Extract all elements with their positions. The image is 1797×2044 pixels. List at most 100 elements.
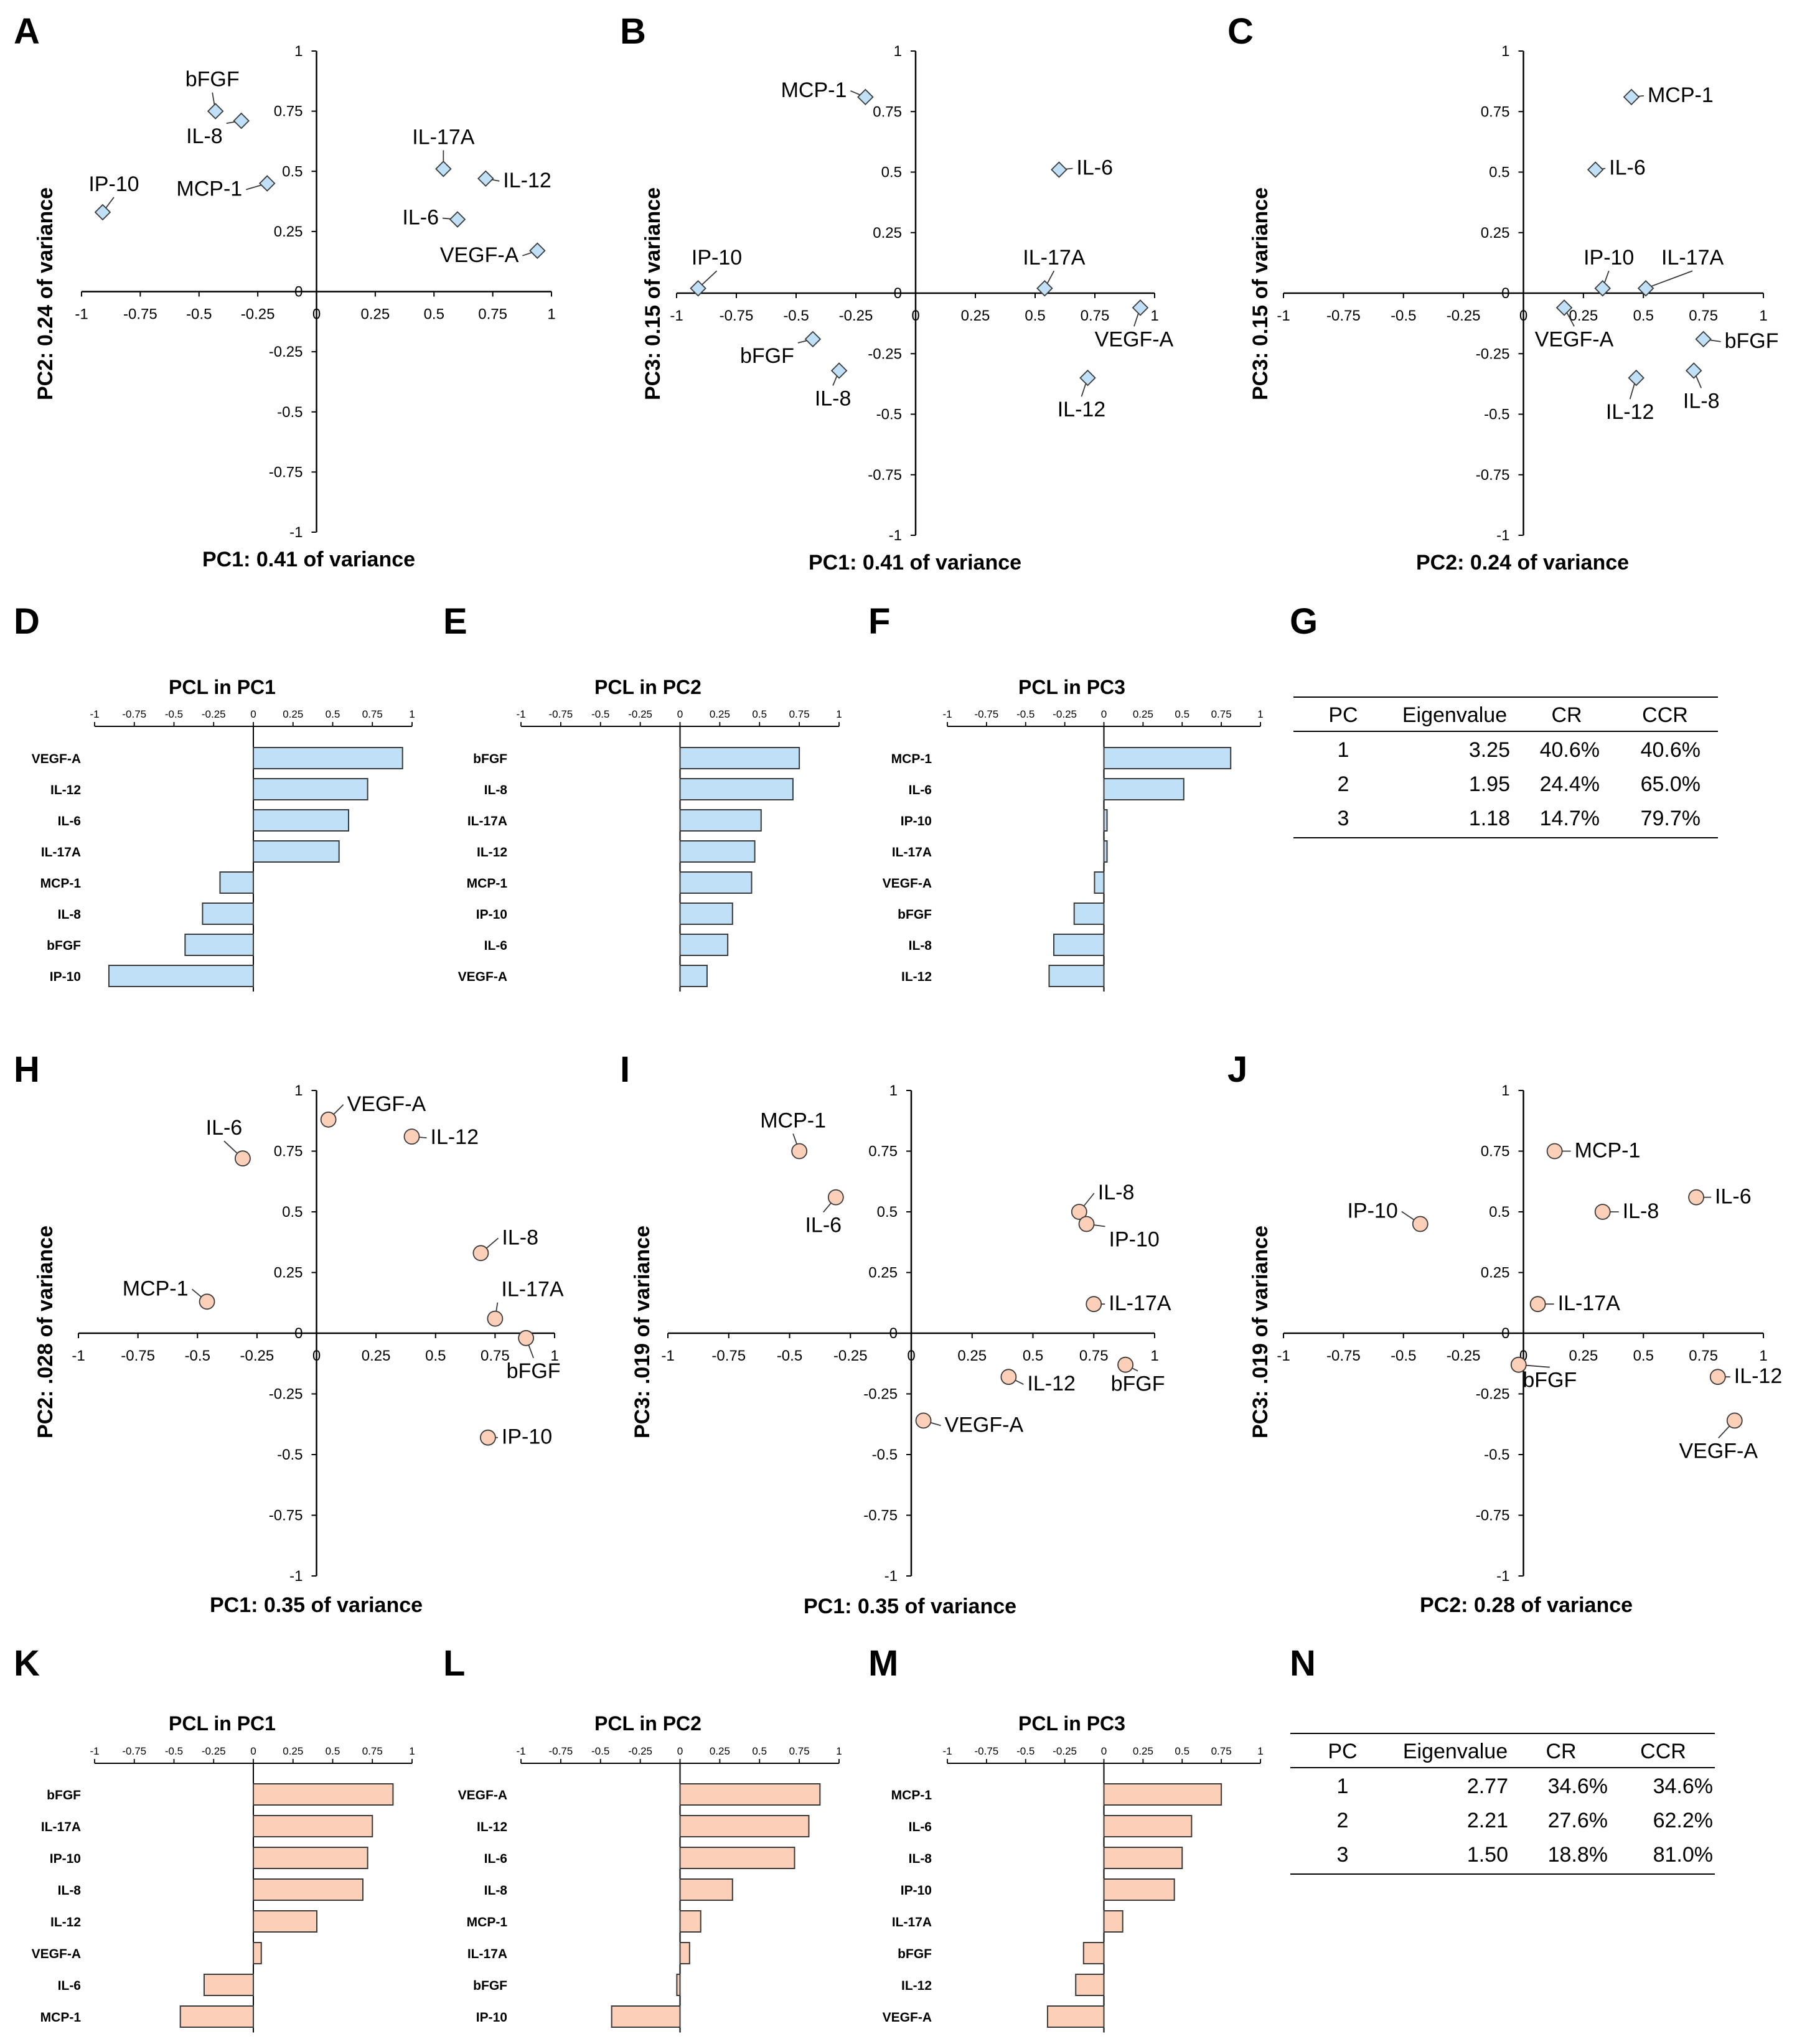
table-panel-N: PC Eigenvalue CR CCR 1 2.77 34.6% 34.6% 2 2.21 27.… (1290, 1733, 1715, 1875)
y-axis-title: PC3: .019 of variance (1249, 1226, 1272, 1438)
category-label-IL-6: IL-6 (909, 783, 932, 797)
category-label-IP-10: IP-10 (50, 970, 81, 984)
x-tick-label: 0.5 (424, 306, 444, 323)
y-tick-label: 1 (889, 1082, 898, 1099)
category-label-bFGF: bFGF (47, 939, 81, 953)
category-label-IP-10: IP-10 (901, 1883, 932, 1898)
y-tick-label: -0.75 (868, 467, 902, 484)
x-tick-label: 0.25 (710, 708, 730, 720)
y-tick-label: 0.5 (282, 1204, 303, 1221)
x-tick-label: -0.25 (833, 1348, 868, 1364)
x-tick-label: 0 (312, 1348, 321, 1364)
x-tick-label: 0 (1101, 708, 1107, 720)
bar-chart-title: PCL in PC1 (169, 676, 276, 698)
point-label-IL-17A: IL-17A (1661, 246, 1724, 270)
panel-letter-A: A (14, 11, 40, 52)
data-point-bFGF (1510, 1356, 1527, 1373)
x-tick-label: 0.75 (362, 1745, 383, 1757)
panel-letter-G: G (1290, 601, 1318, 642)
x-axis-title: PC1: 0.35 of variance (804, 1595, 1016, 1618)
data-point-IL-8 (472, 1245, 489, 1262)
bar-bFGF (1082, 1942, 1105, 1964)
x-tick-label: -0.25 (240, 1348, 274, 1364)
x-tick-label: 0.5 (1025, 307, 1045, 324)
data-point-IL-8 (830, 362, 848, 379)
bar-chart-title: PCL in PC2 (594, 1712, 701, 1735)
y-tick-label: -0.75 (1476, 467, 1510, 484)
y-tick-label: -0.25 (269, 344, 303, 360)
y-axis-title: PC3: 0.15 of variance (1249, 187, 1272, 400)
x-tick-label: 0.25 (1133, 1745, 1153, 1757)
bar-bFGF (679, 747, 800, 769)
x-tick-label: -0.75 (549, 708, 573, 720)
y-tick-label: -0.75 (863, 1507, 898, 1524)
table-header-PC: PC (1328, 1740, 1357, 1763)
data-point-IL-6 (1051, 161, 1067, 178)
x-tick-label: 0 (250, 1745, 256, 1757)
x-tick-label: 1 (1759, 1348, 1767, 1364)
data-point-bFGF (804, 331, 822, 348)
point-label-IL-17A: IL-17A (1109, 1292, 1171, 1315)
bar-panel-L: PCL in PC2 -1 -0.75 -0.5 -0.25 0 0.25 0.5 0.75 1 V… (458, 1712, 842, 2033)
bar-IL-17A (679, 1942, 690, 1964)
x-tick-label: -1 (670, 307, 683, 324)
bar-IL-12 (679, 1815, 810, 1837)
x-tick-label: 0.75 (1211, 708, 1232, 720)
bar-chart-title: PCL in PC3 (1018, 676, 1125, 698)
data-point-IL-6 (827, 1189, 844, 1206)
point-label-VEGF-A: VEGF-A (945, 1413, 1024, 1437)
x-tick-label: 0.5 (1175, 1745, 1189, 1757)
x-tick-label: 0.75 (1211, 1745, 1232, 1757)
category-label-VEGF-A: VEGF-A (458, 1788, 507, 1803)
data-point-MCP-1 (199, 1293, 215, 1310)
data-point-IP-10 (690, 279, 706, 297)
x-tick-label: -0.5 (591, 708, 609, 720)
x-tick-label: 0.5 (326, 708, 340, 720)
table-cell: 1.50 (1467, 1843, 1508, 1867)
x-tick-label: -0.75 (123, 306, 157, 323)
y-tick-label: 0.25 (868, 1265, 898, 1282)
bar-bFGF (1073, 902, 1105, 925)
category-label-IP-10: IP-10 (476, 2010, 507, 2025)
point-label-IL-6: IL-6 (402, 206, 439, 230)
category-label-IP-10: IP-10 (50, 1852, 81, 1866)
table-header-PC: PC (1328, 703, 1358, 727)
data-point-IL-6 (235, 1150, 251, 1167)
point-label-IL-12: IL-12 (1606, 400, 1654, 424)
bar-bFGF (184, 934, 255, 956)
category-label-bFGF: bFGF (473, 1979, 507, 1993)
bar-IP-10 (253, 1847, 368, 1869)
point-label-MCP-1: MCP-1 (781, 78, 847, 102)
x-tick-label: -0.5 (777, 1348, 802, 1364)
data-point-VEGF-A (1132, 299, 1149, 316)
bar-panel-M: PCL in PC3 -1 -0.75 -0.5 -0.25 0 0.25 0.5 0.75 1 M… (883, 1712, 1264, 2033)
table-header-CR: CR (1546, 1740, 1576, 1763)
point-label-IL-6: IL-6 (1609, 156, 1646, 180)
x-tick-label: 0 (911, 307, 919, 324)
point-label-VEGF-A: VEGF-A (1095, 327, 1174, 351)
bar-IL-8 (1103, 1847, 1183, 1869)
bar-IP-10 (679, 902, 733, 925)
x-tick-label: 0.5 (326, 1745, 340, 1757)
x-tick-label: 0.5 (1023, 1348, 1043, 1364)
bar-IL-8 (253, 1878, 364, 1901)
y-tick-label: 0.5 (1489, 1204, 1509, 1221)
x-axis-title: PC2: 0.24 of variance (1416, 551, 1629, 574)
table-header-Eigenvalue: Eigenvalue (1402, 703, 1507, 727)
bar-IL-17A (253, 840, 340, 863)
bar-VEGF-A (679, 965, 708, 987)
x-tick-label: 0 (907, 1348, 915, 1364)
category-label-VEGF-A: VEGF-A (883, 876, 932, 891)
point-label-IL-8: IL-8 (1623, 1199, 1659, 1223)
bar-IL-8 (1053, 934, 1105, 956)
x-axis-title: PC1: 0.41 of variance (202, 548, 415, 571)
point-label-MCP-1: MCP-1 (760, 1109, 826, 1133)
bar-IL-17A (1103, 1910, 1124, 1933)
data-point-VEGF-A (915, 1412, 932, 1429)
x-tick-label: -0.25 (202, 1745, 226, 1757)
y-tick-label: -0.5 (277, 404, 303, 421)
x-tick-label: -0.75 (122, 1745, 146, 1757)
panel-letter-B: B (620, 11, 646, 52)
x-tick-label: 0.25 (361, 306, 390, 323)
y-tick-label: 0.75 (1481, 103, 1510, 120)
